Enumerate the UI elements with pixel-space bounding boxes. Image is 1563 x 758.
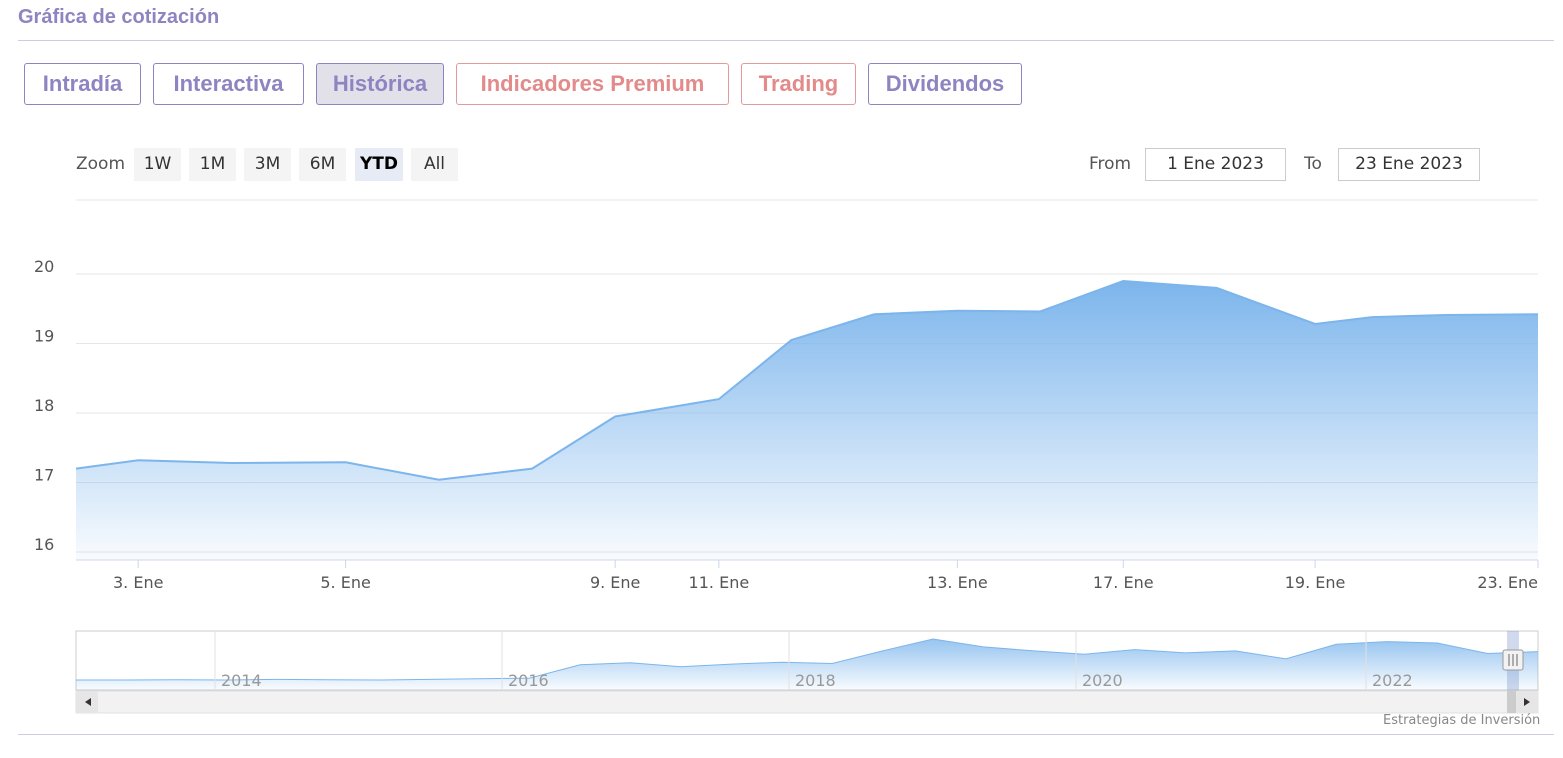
navigator-year-label: 2020 (1082, 671, 1123, 690)
x-tick-label: 11. Ene (689, 573, 750, 592)
section-title: Gráfica de cotización (18, 6, 220, 28)
x-axis: 3. Ene 5. Ene 9. Ene 11. Ene 13. Ene 17. Ene 1… (76, 559, 1539, 592)
tab-intradia[interactable]: Intradía (24, 63, 141, 105)
zoom-all-button[interactable]: All (411, 148, 458, 181)
zoom-ytd-button[interactable]: YTD (355, 148, 403, 181)
zoom-label: Zoom (76, 154, 126, 174)
tab-historica[interactable]: Histórica (316, 63, 444, 105)
x-tick-label: 3. Ene (113, 573, 163, 592)
tab-trading[interactable]: Trading (741, 63, 856, 105)
navigator-year-label: 2016 (508, 671, 549, 690)
y-tick-label: 19 (34, 327, 54, 346)
price-line (75, 279, 1539, 481)
to-label: To (1304, 154, 1322, 174)
tab-dividendos[interactable]: Dividendos (868, 63, 1022, 105)
navigator-year-label: 2014 (221, 671, 262, 690)
navigator: 2014 2016 2018 2020 2022 (75, 630, 1539, 714)
navigator-year-label: 2022 (1372, 671, 1413, 690)
zoom-3m-button[interactable]: 3M (244, 148, 291, 181)
y-axis: 16 17 18 19 20 (34, 257, 54, 554)
chart-credits: Estrategias de Inversión (1383, 713, 1541, 728)
y-tick-label: 20 (34, 257, 54, 276)
navigator-scrollbar-track (75, 690, 1539, 714)
navigator-year-label: 2018 (795, 671, 836, 690)
from-date-input[interactable]: 1 Ene 2023 (1145, 148, 1286, 181)
scroll-left-arrow-icon (85, 698, 91, 706)
x-tick-label: 19. Ene (1285, 573, 1346, 592)
zoom-6m-button[interactable]: 6M (299, 148, 346, 181)
x-tick-label: 17. Ene (1093, 573, 1154, 592)
y-tick-label: 17 (34, 466, 54, 485)
price-area (76, 281, 1538, 560)
y-tick-label: 18 (34, 396, 54, 415)
price-series (75, 279, 1539, 560)
bottom-divider (18, 734, 1554, 735)
x-tick-label: 9. Ene (590, 573, 640, 592)
tab-interactiva[interactable]: Interactiva (153, 63, 304, 105)
scroll-right-arrow-icon (1524, 698, 1530, 706)
from-label: From (1089, 154, 1132, 174)
y-tick-label: 16 (34, 535, 54, 554)
x-tick-label: 13. Ene (927, 573, 988, 592)
navigator-line (76, 638, 1539, 681)
tab-indicadores-premium[interactable]: Indicadores Premium (456, 63, 729, 105)
x-tick-label: 23. Ene (1477, 573, 1538, 592)
title-divider (18, 40, 1554, 41)
navigator-area (76, 639, 1538, 690)
zoom-1m-button[interactable]: 1M (189, 148, 236, 181)
to-date-input[interactable]: 23 Ene 2023 (1338, 148, 1480, 181)
zoom-1w-button[interactable]: 1W (134, 148, 181, 181)
x-tick-label: 5. Ene (320, 573, 370, 592)
